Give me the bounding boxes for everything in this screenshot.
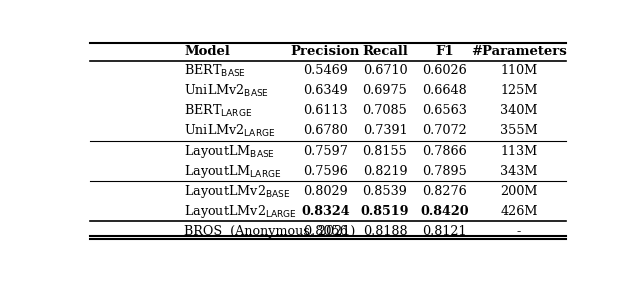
Text: 0.8519: 0.8519 — [361, 205, 410, 218]
Text: 0.7085: 0.7085 — [363, 104, 408, 117]
Text: 0.6710: 0.6710 — [363, 64, 407, 77]
Text: LayoutLM$_\mathrm{BASE}$: LayoutLM$_\mathrm{BASE}$ — [184, 143, 275, 159]
Text: 0.8029: 0.8029 — [303, 185, 348, 198]
Text: 0.8324: 0.8324 — [301, 205, 350, 218]
Text: 0.7597: 0.7597 — [303, 145, 348, 157]
Text: 0.7391: 0.7391 — [363, 124, 407, 138]
Text: 110M: 110M — [500, 64, 538, 77]
Text: 0.8188: 0.8188 — [363, 225, 407, 238]
Text: 355M: 355M — [500, 124, 538, 138]
Text: LayoutLMv2$_\mathrm{BASE}$: LayoutLMv2$_\mathrm{BASE}$ — [184, 183, 291, 200]
Text: 0.8539: 0.8539 — [363, 185, 408, 198]
Text: 0.8121: 0.8121 — [422, 225, 467, 238]
Text: 0.8219: 0.8219 — [363, 165, 407, 178]
Text: 0.6113: 0.6113 — [303, 104, 348, 117]
Text: 426M: 426M — [500, 205, 538, 218]
Text: 0.6349: 0.6349 — [303, 84, 348, 97]
Text: LayoutLMv2$_\mathrm{LARGE}$: LayoutLMv2$_\mathrm{LARGE}$ — [184, 203, 297, 220]
Text: 0.5469: 0.5469 — [303, 64, 348, 77]
Text: 0.7895: 0.7895 — [422, 165, 467, 178]
Text: 0.6648: 0.6648 — [422, 84, 467, 97]
Text: UniLMv2$_\mathrm{BASE}$: UniLMv2$_\mathrm{BASE}$ — [184, 83, 269, 99]
Text: 0.6780: 0.6780 — [303, 124, 348, 138]
Text: 125M: 125M — [500, 84, 538, 97]
Text: 0.6026: 0.6026 — [422, 64, 467, 77]
Text: 0.8276: 0.8276 — [422, 185, 467, 198]
Text: BROS  (Anonymous, 2021): BROS (Anonymous, 2021) — [184, 225, 356, 238]
Text: LayoutLM$_\mathrm{LARGE}$: LayoutLM$_\mathrm{LARGE}$ — [184, 163, 282, 180]
Text: -: - — [517, 225, 521, 238]
Text: Recall: Recall — [362, 45, 408, 58]
Text: #Parameters: #Parameters — [471, 45, 567, 58]
Text: BERT$_\mathrm{LARGE}$: BERT$_\mathrm{LARGE}$ — [184, 103, 252, 119]
Text: Model: Model — [184, 45, 230, 58]
Text: 0.8420: 0.8420 — [420, 205, 469, 218]
Text: F1: F1 — [435, 45, 454, 58]
Text: BERT$_\mathrm{BASE}$: BERT$_\mathrm{BASE}$ — [184, 63, 246, 79]
Text: UniLMv2$_\mathrm{LARGE}$: UniLMv2$_\mathrm{LARGE}$ — [184, 123, 275, 139]
Text: 340M: 340M — [500, 104, 538, 117]
Text: 0.7072: 0.7072 — [422, 124, 467, 138]
Text: 0.7866: 0.7866 — [422, 145, 467, 157]
Text: 0.6563: 0.6563 — [422, 104, 467, 117]
Text: 200M: 200M — [500, 185, 538, 198]
Text: 0.6975: 0.6975 — [363, 84, 408, 97]
Text: 343M: 343M — [500, 165, 538, 178]
Text: 0.7596: 0.7596 — [303, 165, 348, 178]
Text: 113M: 113M — [500, 145, 538, 157]
Text: Precision: Precision — [291, 45, 360, 58]
Text: 0.8155: 0.8155 — [363, 145, 408, 157]
Text: 0.8056: 0.8056 — [303, 225, 348, 238]
